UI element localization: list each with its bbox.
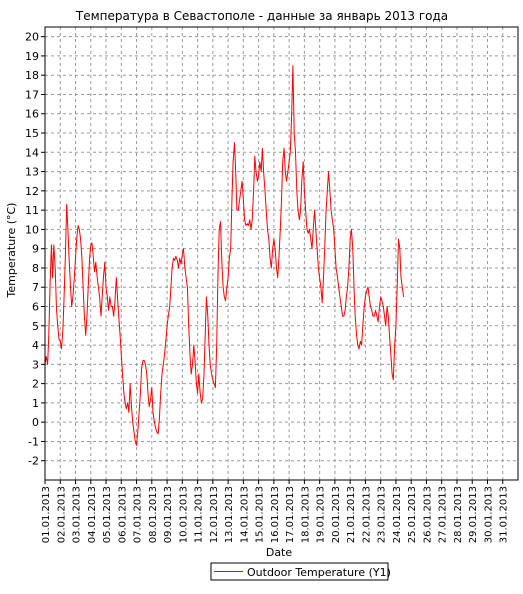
x-tick-label: 16.01.2013: [270, 486, 281, 543]
x-tick-label: 31.01.2013: [499, 486, 510, 543]
y-tick-label: 2: [32, 378, 39, 391]
chart-title: Температура в Севастополе - данные за ян…: [75, 9, 448, 23]
x-tick-label: 17.01.2013: [285, 486, 296, 543]
legend-box: [210, 562, 389, 581]
x-tick-label: 20.01.2013: [331, 486, 342, 543]
y-tick-label: 10: [25, 223, 39, 236]
x-tick-label: 25.01.2013: [407, 486, 418, 543]
axes: [44, 26, 519, 481]
y-tick-label: 4: [32, 339, 39, 352]
x-tick-label: 22.01.2013: [361, 486, 372, 543]
y-tick-label: 1: [32, 397, 39, 410]
y-tick-label: -1: [28, 435, 39, 448]
legend: Outdoor Temperature (Y1): [210, 562, 391, 581]
x-tick-label: 18.01.2013: [300, 486, 311, 543]
x-tick-label: 01.01.2013: [41, 486, 52, 543]
x-tick-label: 27.01.2013: [438, 486, 449, 543]
x-tick-label: 28.01.2013: [453, 486, 464, 543]
x-tick-label: 21.01.2013: [346, 486, 357, 543]
x-tick-label: 13.01.2013: [224, 486, 235, 543]
y-tick-label: 12: [25, 185, 39, 198]
y-tick-label: 17: [25, 88, 39, 101]
y-tick-label: 5: [32, 320, 39, 333]
y-tick-label: 3: [32, 358, 39, 371]
x-tick-label: 02.01.2013: [56, 486, 67, 543]
series-layer: [44, 65, 405, 446]
y-tick-label: 0: [32, 416, 39, 429]
y-tick-label: 19: [25, 50, 39, 63]
y-tick-label: 20: [25, 31, 39, 44]
x-tick-label: 10.01.2013: [178, 486, 189, 543]
x-tick-label: 19.01.2013: [316, 486, 327, 543]
x-tick-label: 26.01.2013: [422, 486, 433, 543]
series-line: [44, 65, 405, 446]
y-tick-label: 6: [32, 301, 39, 314]
x-tick-label: 06.01.2013: [117, 486, 128, 543]
y-tick-label: 11: [25, 204, 39, 217]
y-tick-label: 8: [32, 262, 39, 275]
x-tick-label: 30.01.2013: [483, 486, 494, 543]
plot-frame: [44, 26, 519, 481]
x-tick-label: 29.01.2013: [468, 486, 479, 543]
x-tick-label: 08.01.2013: [148, 486, 159, 543]
y-tick-label: 16: [25, 108, 39, 121]
x-tick-label: 05.01.2013: [102, 486, 113, 543]
x-tick-label: 03.01.2013: [72, 486, 83, 543]
x-tick-label: 11.01.2013: [194, 486, 205, 543]
y-tick-label: 7: [32, 281, 39, 294]
x-axis-ticks: 01.01.2013 02.01.2013 03.01.2013 04.01.2013…: [41, 480, 510, 543]
y-tick-label: 13: [25, 166, 39, 179]
y-tick-label: 9: [32, 243, 39, 256]
y-axis-title: Temperature (°C): [5, 203, 18, 299]
x-tick-label: 09.01.2013: [163, 486, 174, 543]
x-tick-label: 24.01.2013: [392, 486, 403, 543]
x-tick-label: 12.01.2013: [209, 486, 220, 543]
legend-label: Outdoor Temperature (Y1): [247, 566, 391, 579]
x-tick-label: 15.01.2013: [255, 486, 266, 543]
x-tick-label: 07.01.2013: [133, 486, 144, 543]
x-tick-label: 23.01.2013: [377, 486, 388, 543]
y-tick-label: 18: [25, 69, 39, 82]
y-tick-label: -2: [28, 455, 39, 468]
x-axis-title: Date: [266, 546, 293, 559]
y-tick-label: 14: [25, 146, 39, 159]
y-tick-label: 15: [25, 127, 39, 140]
x-tick-label: 04.01.2013: [87, 486, 98, 543]
x-tick-label: 14.01.2013: [239, 486, 250, 543]
